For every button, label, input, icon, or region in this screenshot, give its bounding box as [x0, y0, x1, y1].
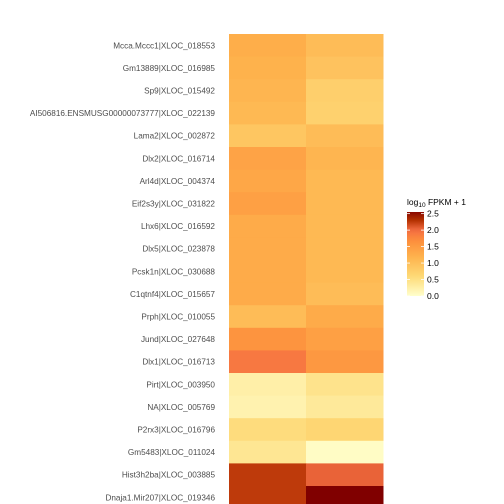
- legend-tick-label: 0.5: [427, 275, 439, 285]
- heatmap-cell: [306, 373, 384, 397]
- heatmap-cell: [306, 147, 384, 171]
- row-label: Eif2s3y|XLOC_031822: [132, 200, 216, 209]
- row-label: Dlx2|XLOC_016714: [142, 154, 215, 163]
- heatmap-cell: [229, 418, 307, 442]
- heatmap-cell: [306, 34, 384, 58]
- legend-title: log10 FPKM + 1: [407, 197, 466, 209]
- heatmap-cell: [306, 440, 384, 464]
- legend-tick-label: 1.0: [427, 258, 439, 268]
- heatmap-cell: [306, 260, 384, 284]
- legend-ticks: 0.0 0.5 1.0 1.5 2.0 2.5: [407, 209, 439, 301]
- heatmap-cell: [306, 56, 384, 80]
- heatmap-cell: [306, 282, 384, 306]
- row-label: Gm13889|XLOC_016985: [123, 64, 216, 73]
- heatmap-cell: [306, 237, 384, 261]
- heatmap-cell: [229, 327, 307, 351]
- heatmap-cell: [306, 350, 384, 374]
- row-label: Hist3h2ba|XLOC_003885: [122, 471, 216, 480]
- heatmap-cells: [229, 34, 384, 504]
- row-label: Lhx6|XLOC_016592: [141, 222, 215, 231]
- color-legend: log10 FPKM + 1 0.0 0.5 1.0 1.5 2.0 2.5: [407, 197, 466, 301]
- heatmap-cell: [306, 124, 384, 148]
- heatmap-cell: [306, 395, 384, 419]
- row-label: Prph|XLOC_010055: [141, 313, 215, 322]
- heatmap-cell: [306, 79, 384, 103]
- heatmap-cell: [229, 147, 307, 171]
- heatmap-cell: [229, 282, 307, 306]
- legend-tick-label: 1.5: [427, 242, 439, 252]
- row-label: Jund|XLOC_027648: [141, 335, 215, 344]
- row-label: C1qtnf4|XLOC_015657: [130, 290, 215, 299]
- legend-tick-label: 2.5: [427, 209, 439, 219]
- legend-colorbar: [407, 212, 424, 296]
- row-label: Gm5483|XLOC_011024: [128, 448, 216, 457]
- heatmap-cell: [229, 79, 307, 103]
- heatmap-cell: [306, 327, 384, 351]
- heatmap-cell: [229, 192, 307, 216]
- row-labels: Mcca.Mccc1|XLOC_018553 Gm13889|XLOC_01698…: [30, 41, 216, 502]
- heatmap-cell: [229, 237, 307, 261]
- heatmap-cell: [229, 395, 307, 419]
- heatmap-cell: [229, 373, 307, 397]
- heatmap-cell: [229, 486, 307, 504]
- row-label: Dlx5|XLOC_023878: [142, 245, 215, 254]
- heatmap-cell: [229, 169, 307, 193]
- legend-tick-label: 2.0: [427, 225, 439, 235]
- row-label: Lama2|XLOC_002872: [134, 132, 216, 141]
- row-label: Arl4d|XLOC_004374: [140, 177, 216, 186]
- row-label: Mcca.Mccc1|XLOC_018553: [113, 41, 215, 50]
- row-label: Pcsk1n|XLOC_030688: [132, 267, 216, 276]
- heatmap-cell: [229, 101, 307, 125]
- heatmap-cell: [306, 463, 384, 487]
- heatmap-cell: [306, 169, 384, 193]
- row-label: P2rx3|XLOC_016796: [137, 426, 215, 435]
- row-label: NA|XLOC_005769: [147, 403, 215, 412]
- heatmap-cell: [229, 305, 307, 329]
- heatmap-cell: [229, 350, 307, 374]
- heatmap-cell: [229, 34, 307, 58]
- heatmap-cell: [306, 192, 384, 216]
- heatmap-cell: [229, 214, 307, 238]
- row-label: Dlx1|XLOC_016713: [142, 358, 215, 367]
- legend-tick-label: 0.0: [427, 291, 439, 301]
- heatmap-cell: [306, 214, 384, 238]
- heatmap-cell: [229, 440, 307, 464]
- heatmap-cell: [306, 418, 384, 442]
- heatmap-cell: [306, 101, 384, 125]
- row-label: Dnaja1.Mir207|XLOC_019346: [105, 493, 215, 502]
- heatmap-cell: [306, 486, 384, 504]
- heatmap-cell: [229, 260, 307, 284]
- row-label: AI506816.ENSMUSG00000073777|XLOC_022139: [30, 109, 216, 118]
- row-label: Sp9|XLOC_015492: [144, 87, 215, 96]
- heatmap-cell: [306, 305, 384, 329]
- heatmap-cell: [229, 463, 307, 487]
- heatmap-cell: [229, 124, 307, 148]
- row-label: Pirt|XLOC_003950: [146, 380, 215, 389]
- heatmap-cell: [229, 56, 307, 80]
